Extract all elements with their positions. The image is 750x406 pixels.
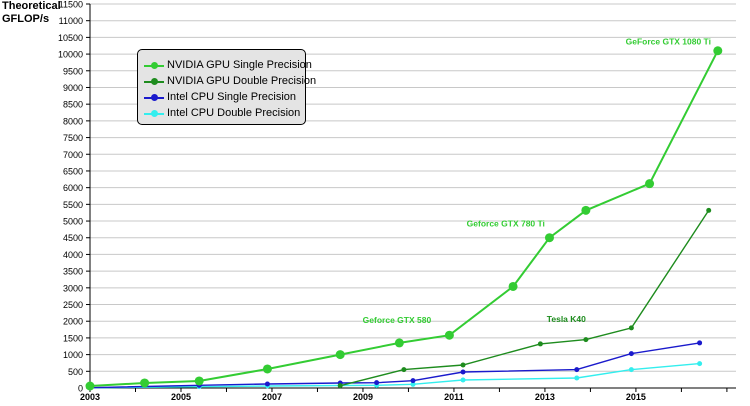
data-point (262, 364, 272, 374)
y-axis-label: Theoretical GFLOP/s (2, 0, 61, 25)
legend-item-nvidia-dp: NVIDIA GPU Double Precision (138, 74, 316, 90)
y-tick-label: 8000 (63, 116, 83, 126)
y-tick-label: 1000 (63, 350, 83, 360)
y-tick-label: 2000 (63, 317, 83, 327)
y-tick-label: 4500 (63, 233, 83, 243)
data-point (410, 378, 416, 384)
annotation-label: GeForce GTX 1080 Ti (626, 37, 711, 47)
y-tick-label: 9500 (63, 66, 83, 76)
data-point (581, 205, 591, 215)
data-point (194, 376, 204, 386)
legend-marker (151, 110, 158, 117)
y-tick-label: 1500 (63, 333, 83, 343)
legend-label: NVIDIA GPU Single Precision (167, 59, 312, 71)
data-point (401, 367, 407, 373)
y-tick-label: 11000 (59, 16, 83, 26)
data-point (460, 362, 466, 368)
x-tick-label: 2003 (80, 392, 100, 401)
y-tick-label: 10000 (58, 50, 83, 60)
y-tick-label: 2500 (63, 300, 83, 310)
data-point (713, 46, 723, 56)
x-tick-label: 2007 (262, 392, 282, 401)
data-point (460, 377, 466, 383)
series-line (89, 50, 719, 387)
data-point (337, 383, 343, 389)
data-point (697, 340, 703, 346)
y-tick-label: 7500 (63, 133, 83, 143)
series-line (89, 362, 700, 389)
y-tick-label: 3000 (63, 283, 83, 293)
y-tick-label: 5000 (63, 217, 83, 227)
legend-label: NVIDIA GPU Double Precision (167, 75, 317, 87)
data-point (460, 369, 466, 375)
data-point (628, 351, 634, 357)
legend-marker (151, 94, 158, 101)
legend-label: Intel CPU Double Precision (167, 107, 301, 119)
y-tick-label: 8500 (63, 100, 83, 110)
y-tick-label: 9000 (63, 83, 83, 93)
y-tick-label: 10500 (58, 33, 83, 43)
data-point (583, 337, 589, 343)
y-tick-label: 0 (78, 384, 83, 394)
data-point (628, 325, 634, 331)
y-tick-label: 7000 (63, 150, 83, 160)
annotation-label: Geforce GTX 780 Ti (467, 218, 545, 228)
legend-item-intel-sp: Intel CPU Single Precision (138, 90, 305, 106)
data-point (628, 367, 634, 373)
data-point (374, 380, 380, 386)
data-point (574, 375, 580, 381)
legend: NVIDIA GPU Single Precision NVIDIA GPU D… (137, 49, 316, 125)
x-tick-label: 2015 (626, 392, 646, 401)
y-tick-label: 11500 (59, 0, 83, 10)
series-line (340, 210, 710, 387)
annotation-label: Tesla K40 (547, 314, 586, 324)
data-point (335, 350, 345, 360)
y-tick-label: 6500 (63, 166, 83, 176)
y-tick-label: 3500 (63, 267, 83, 277)
legend-item-intel-dp: Intel CPU Double Precision (138, 106, 305, 122)
series-line (89, 342, 700, 389)
legend-marker (151, 62, 158, 69)
data-point (645, 179, 655, 189)
data-point (537, 341, 543, 347)
y-tick-label: 4000 (63, 250, 83, 260)
x-tick-label: 2005 (171, 392, 191, 401)
data-point (410, 381, 416, 387)
legend-label: Intel CPU Single Precision (167, 91, 297, 103)
data-point (85, 381, 95, 391)
data-point (444, 330, 454, 340)
y-tick-label: 500 (68, 367, 83, 377)
data-point (706, 207, 712, 213)
annotation-label: Geforce GTX 580 (363, 315, 432, 325)
data-point (264, 381, 270, 387)
legend-item-nvidia-sp: NVIDIA GPU Single Precision (138, 58, 312, 74)
data-point (544, 233, 554, 243)
data-point (574, 367, 580, 373)
data-point (508, 281, 518, 291)
x-tick-label: 2011 (444, 392, 464, 401)
x-tick-label: 2013 (535, 392, 555, 401)
y-tick-label: 6000 (63, 183, 83, 193)
data-point (394, 338, 404, 348)
legend-marker (151, 78, 158, 85)
x-tick-label: 2009 (353, 392, 373, 401)
data-point (140, 378, 150, 388)
y-tick-label: 5500 (63, 200, 83, 210)
data-point (697, 361, 703, 367)
